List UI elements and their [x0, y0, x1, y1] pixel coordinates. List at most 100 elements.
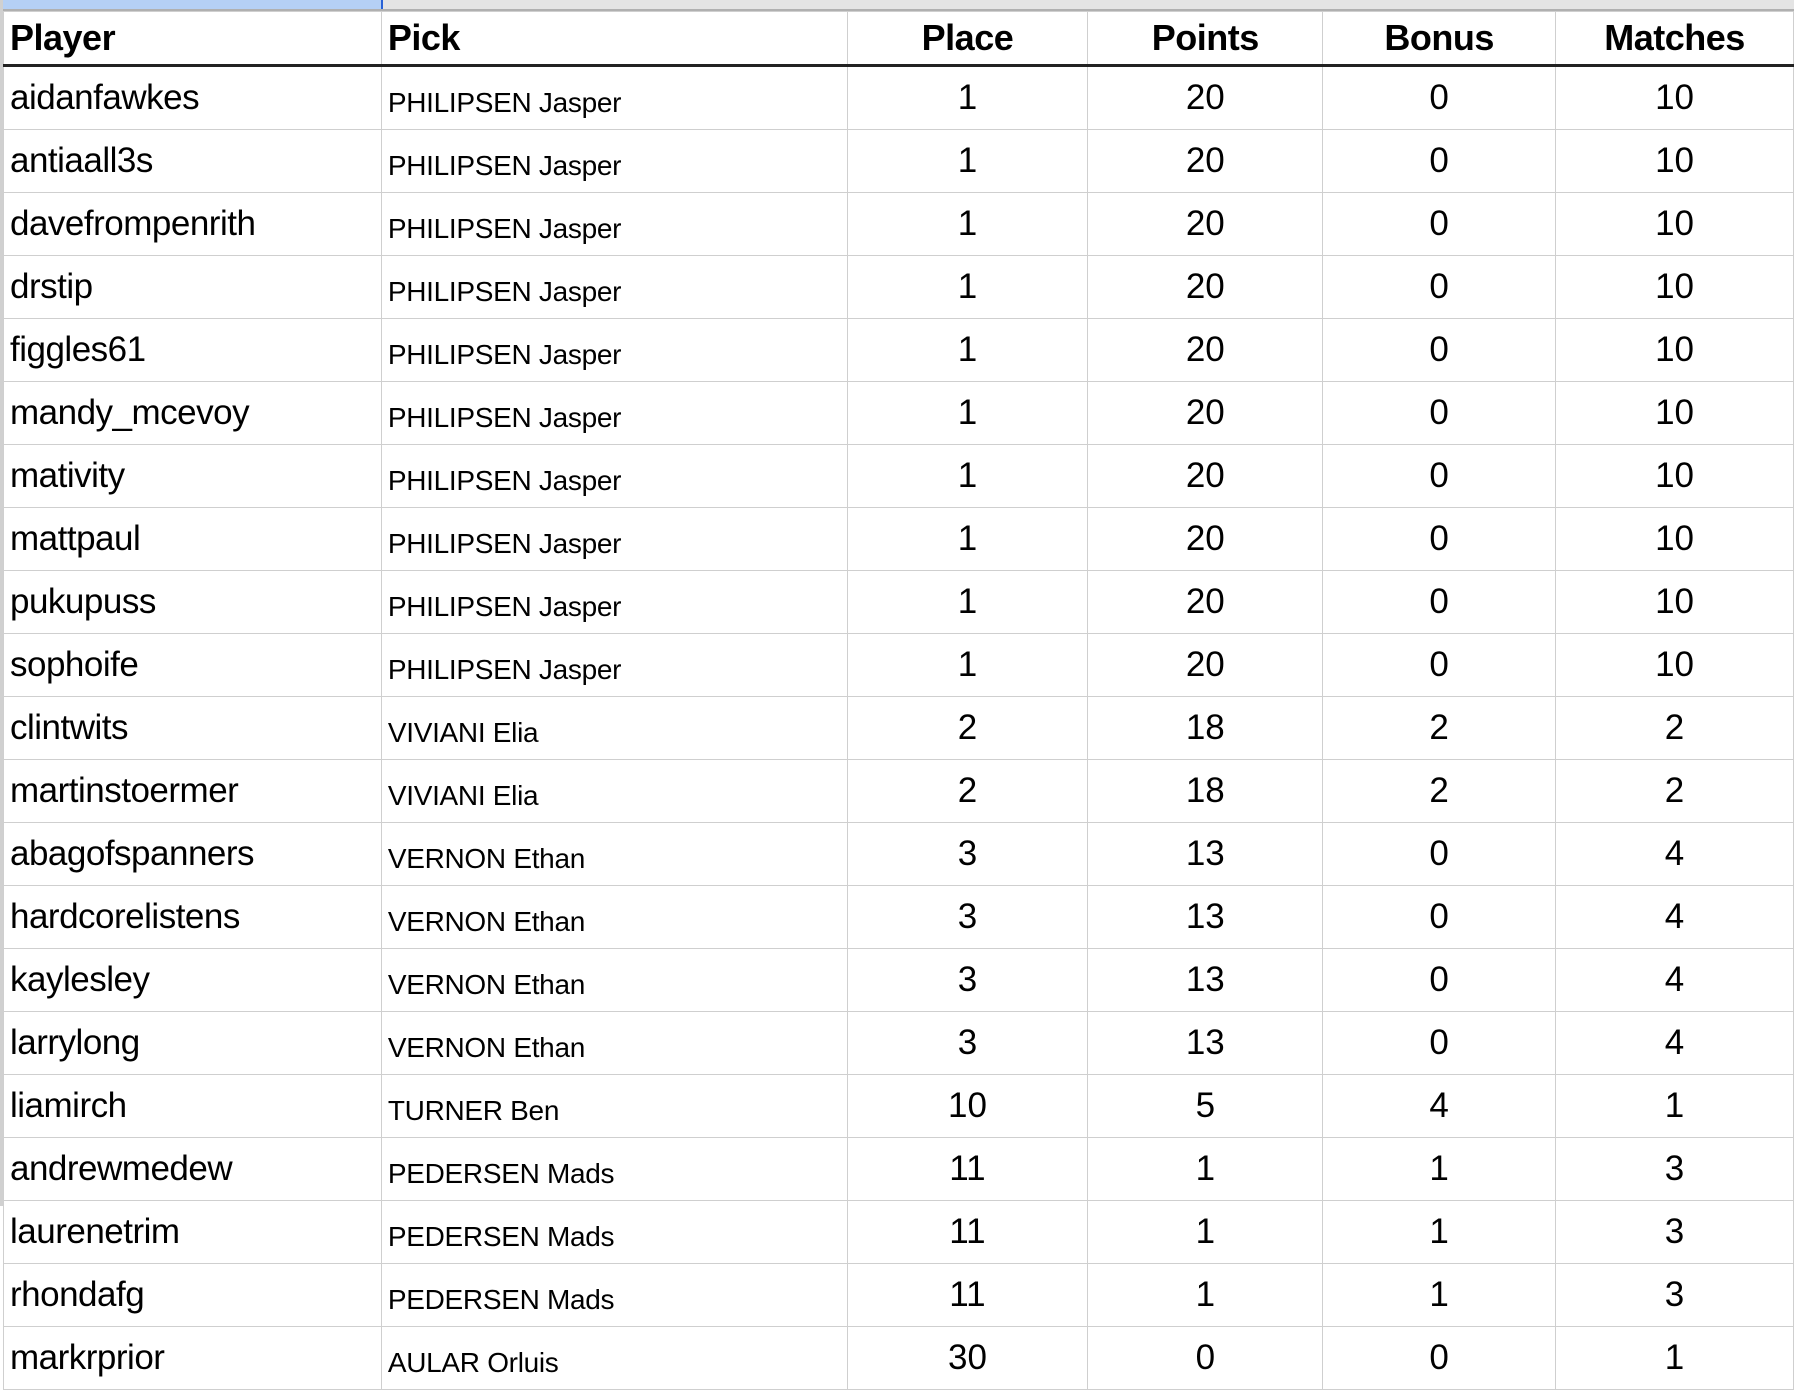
header-matches[interactable]: Matches: [1555, 11, 1794, 67]
cell-bonus[interactable]: 1: [1322, 1263, 1557, 1327]
cell-place[interactable]: 1: [846, 507, 1089, 571]
cell-bonus[interactable]: 0: [1322, 570, 1557, 634]
cell-pick[interactable]: PHILIPSEN Jasper: [380, 633, 848, 697]
cell-bonus[interactable]: 2: [1322, 759, 1557, 823]
cell-player[interactable]: clintwits: [3, 696, 382, 760]
cell-matches[interactable]: 4: [1555, 885, 1794, 949]
cell-matches[interactable]: 10: [1555, 255, 1794, 319]
header-place[interactable]: Place: [846, 11, 1089, 67]
cell-player[interactable]: drstip: [3, 255, 382, 319]
cell-place[interactable]: 1: [846, 444, 1089, 508]
cell-place[interactable]: 3: [846, 822, 1089, 886]
cell-points[interactable]: 20: [1087, 507, 1324, 571]
cell-matches[interactable]: 10: [1555, 192, 1794, 256]
cell-matches[interactable]: 1: [1555, 1326, 1794, 1390]
cell-place[interactable]: 1: [846, 255, 1089, 319]
cell-player[interactable]: mandy_mcevoy: [3, 381, 382, 445]
cell-pick[interactable]: TURNER Ben: [380, 1074, 848, 1138]
cell-place[interactable]: 1: [846, 570, 1089, 634]
cell-points[interactable]: 20: [1087, 255, 1324, 319]
cell-matches[interactable]: 10: [1555, 65, 1794, 130]
cell-place[interactable]: 11: [846, 1137, 1089, 1201]
cell-bonus[interactable]: 0: [1322, 318, 1557, 382]
cell-place[interactable]: 3: [846, 1011, 1089, 1075]
cell-pick[interactable]: PHILIPSEN Jasper: [380, 129, 848, 193]
cell-matches[interactable]: 3: [1555, 1137, 1794, 1201]
cell-matches[interactable]: 10: [1555, 633, 1794, 697]
cell-place[interactable]: 10: [846, 1074, 1089, 1138]
cell-points[interactable]: 1: [1087, 1200, 1324, 1264]
cell-pick[interactable]: VERNON Ethan: [380, 885, 848, 949]
cell-place[interactable]: 1: [846, 192, 1089, 256]
cell-player[interactable]: martinstoermer: [3, 759, 382, 823]
cell-pick[interactable]: AULAR Orluis: [380, 1326, 848, 1390]
header-pick[interactable]: Pick: [380, 11, 848, 67]
cell-pick[interactable]: PHILIPSEN Jasper: [380, 381, 848, 445]
header-bonus[interactable]: Bonus: [1322, 11, 1557, 67]
cell-bonus[interactable]: 0: [1322, 948, 1557, 1012]
cell-matches[interactable]: 2: [1555, 696, 1794, 760]
cell-pick[interactable]: PEDERSEN Mads: [380, 1200, 848, 1264]
cell-place[interactable]: 3: [846, 885, 1089, 949]
cell-pick[interactable]: VERNON Ethan: [380, 948, 848, 1012]
cell-bonus[interactable]: 2: [1322, 696, 1557, 760]
cell-pick[interactable]: VERNON Ethan: [380, 1011, 848, 1075]
cell-points[interactable]: 1: [1087, 1137, 1324, 1201]
cell-place[interactable]: 11: [846, 1200, 1089, 1264]
cell-pick[interactable]: PHILIPSEN Jasper: [380, 192, 848, 256]
cell-points[interactable]: 20: [1087, 65, 1324, 130]
cell-pick[interactable]: PEDERSEN Mads: [380, 1263, 848, 1327]
cell-player[interactable]: kaylesley: [3, 948, 382, 1012]
cell-place[interactable]: 1: [846, 633, 1089, 697]
cell-player[interactable]: sophoife: [3, 633, 382, 697]
cell-points[interactable]: 0: [1087, 1326, 1324, 1390]
cell-matches[interactable]: 10: [1555, 507, 1794, 571]
cell-player[interactable]: andrewmedew: [3, 1137, 382, 1201]
cell-bonus[interactable]: 4: [1322, 1074, 1557, 1138]
cell-pick[interactable]: PEDERSEN Mads: [380, 1137, 848, 1201]
cell-points[interactable]: 5: [1087, 1074, 1324, 1138]
cell-player[interactable]: antiaall3s: [3, 129, 382, 193]
cell-bonus[interactable]: 0: [1322, 381, 1557, 445]
cell-bonus[interactable]: 0: [1322, 633, 1557, 697]
cell-matches[interactable]: 4: [1555, 948, 1794, 1012]
cell-pick[interactable]: VIVIANI Elia: [380, 696, 848, 760]
cell-matches[interactable]: 4: [1555, 822, 1794, 886]
cell-player[interactable]: figgles61: [3, 318, 382, 382]
cell-bonus[interactable]: 0: [1322, 444, 1557, 508]
cell-place[interactable]: 2: [846, 696, 1089, 760]
cell-bonus[interactable]: 0: [1322, 822, 1557, 886]
cell-bonus[interactable]: 0: [1322, 1326, 1557, 1390]
selected-column-header[interactable]: [3, 0, 383, 9]
cell-bonus[interactable]: 0: [1322, 507, 1557, 571]
cell-player[interactable]: pukupuss: [3, 570, 382, 634]
cell-player[interactable]: larrylong: [3, 1011, 382, 1075]
cell-player[interactable]: abagofspanners: [3, 822, 382, 886]
cell-pick[interactable]: VIVIANI Elia: [380, 759, 848, 823]
cell-player[interactable]: davefrompenrith: [3, 192, 382, 256]
cell-matches[interactable]: 4: [1555, 1011, 1794, 1075]
cell-pick[interactable]: PHILIPSEN Jasper: [380, 65, 848, 130]
cell-matches[interactable]: 10: [1555, 129, 1794, 193]
cell-bonus[interactable]: 1: [1322, 1137, 1557, 1201]
cell-pick[interactable]: PHILIPSEN Jasper: [380, 444, 848, 508]
cell-pick[interactable]: PHILIPSEN Jasper: [380, 507, 848, 571]
cell-pick[interactable]: VERNON Ethan: [380, 822, 848, 886]
cell-points[interactable]: 20: [1087, 318, 1324, 382]
cell-bonus[interactable]: 0: [1322, 192, 1557, 256]
cell-points[interactable]: 18: [1087, 696, 1324, 760]
cell-matches[interactable]: 1: [1555, 1074, 1794, 1138]
cell-player[interactable]: aidanfawkes: [3, 65, 382, 130]
cell-place[interactable]: 30: [846, 1326, 1089, 1390]
cell-matches[interactable]: 3: [1555, 1263, 1794, 1327]
cell-points[interactable]: 18: [1087, 759, 1324, 823]
cell-place[interactable]: 1: [846, 318, 1089, 382]
cell-points[interactable]: 20: [1087, 381, 1324, 445]
cell-player[interactable]: rhondafg: [3, 1263, 382, 1327]
cell-points[interactable]: 13: [1087, 885, 1324, 949]
header-player[interactable]: Player: [3, 11, 382, 67]
cell-bonus[interactable]: 0: [1322, 885, 1557, 949]
cell-points[interactable]: 13: [1087, 948, 1324, 1012]
cell-points[interactable]: 20: [1087, 444, 1324, 508]
cell-place[interactable]: 1: [846, 129, 1089, 193]
